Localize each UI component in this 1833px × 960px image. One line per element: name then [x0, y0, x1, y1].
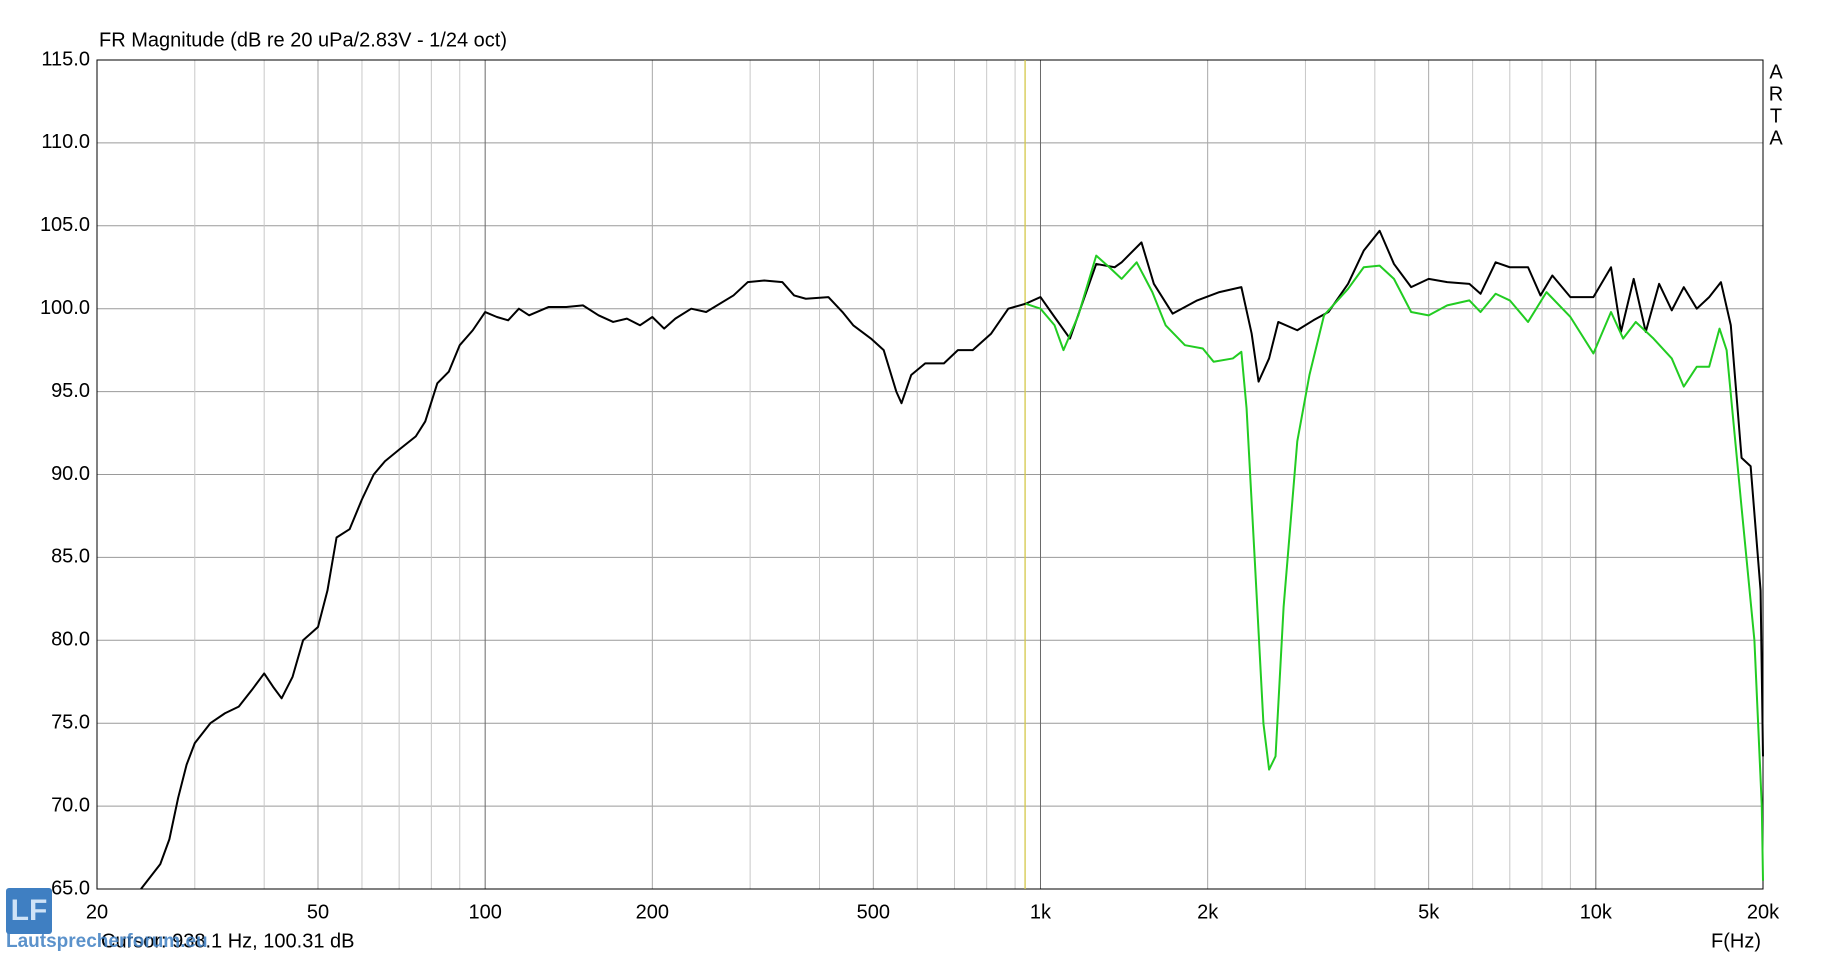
y-tick-label: 100.0 — [40, 297, 90, 319]
watermark: Lautsprecherforum.eu — [6, 931, 208, 952]
cursor-readout: Cursor: 938.1 Hz, 100.31 dB — [101, 930, 354, 952]
y-tick-label: 115.0 — [41, 48, 90, 70]
x-tick-label: 10k — [1580, 901, 1613, 923]
y-tick-label: 75.0 — [51, 711, 90, 733]
x-tick-label: 5k — [1418, 901, 1440, 923]
series-line — [1025, 254, 1764, 881]
x-tick-label: 200 — [636, 901, 669, 923]
x-tick-label: 1k — [1030, 901, 1052, 923]
y-tick-label: 70.0 — [51, 794, 90, 816]
y-tick-label: 85.0 — [51, 546, 90, 568]
y-tick-label: 65.0 — [51, 877, 90, 899]
plot-frame — [96, 59, 1764, 890]
grid — [96, 59, 1764, 890]
x-tick-label: 2k — [1197, 901, 1219, 923]
x-tick-label: 20k — [1747, 901, 1780, 923]
brand-letter: R — [1769, 83, 1783, 105]
brand-letter: A — [1769, 127, 1783, 149]
y-tick-label: 110.0 — [41, 131, 90, 153]
x-axis-label: F(Hz) — [1711, 930, 1761, 952]
y-tick-label: 90.0 — [51, 463, 90, 485]
x-tick-label: 500 — [857, 901, 890, 923]
brand-letter: T — [1770, 105, 1782, 127]
logo-box — [6, 888, 52, 934]
brand-letter: A — [1769, 61, 1783, 83]
watermark-logo: LF — [6, 888, 52, 934]
y-tick-label: 95.0 — [51, 380, 90, 402]
series-line — [140, 229, 1764, 890]
plot — [140, 60, 1764, 890]
x-tick-label: 50 — [307, 901, 329, 923]
y-tick-label: 80.0 — [51, 629, 90, 651]
logo-letters: LF — [11, 894, 48, 927]
y-tick-label: 105.0 — [40, 214, 90, 236]
chart-title: FR Magnitude (dB re 20 uPa/2.83V - 1/24 … — [99, 29, 507, 51]
x-tick-label: 100 — [468, 901, 501, 923]
x-tick-label: 20 — [86, 901, 108, 923]
